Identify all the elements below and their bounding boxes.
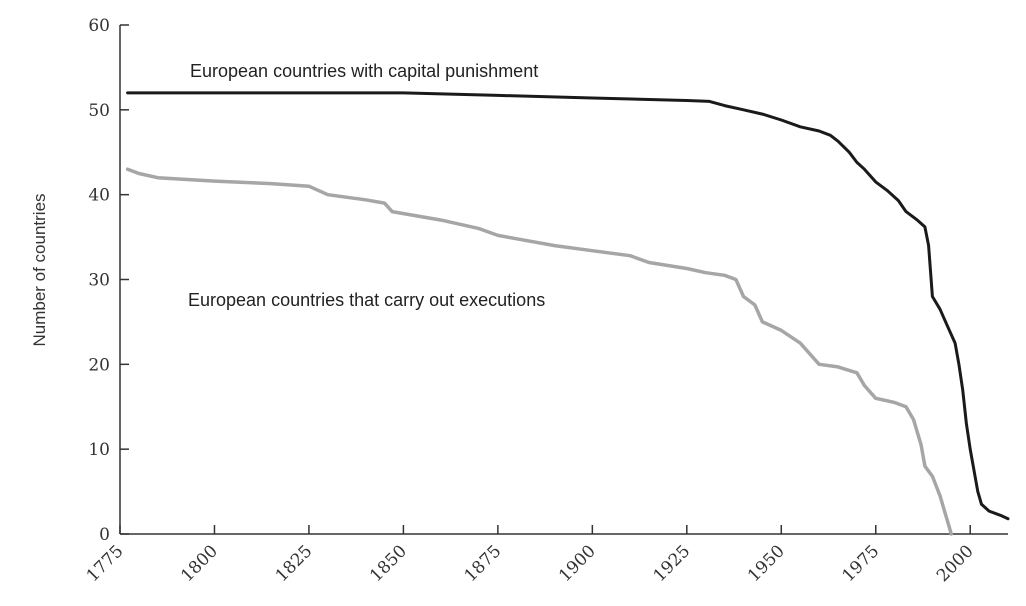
- x-tick-label: 1775: [83, 541, 128, 586]
- x-tick-label: 2000: [933, 541, 978, 586]
- series-label-executions: European countries that carry out execut…: [188, 290, 545, 310]
- y-tick-label: 30: [88, 271, 110, 291]
- series-lines: [125, 91, 1010, 536]
- y-tick-label: 0: [99, 525, 110, 545]
- x-axis: 1775 1800 1825 1850 1875 1900 1925 1950 1975 2000: [83, 525, 1008, 586]
- y-tick-label: 10: [88, 440, 110, 460]
- x-tick-label: 1975: [839, 541, 884, 586]
- x-tick-label: 1825: [272, 541, 317, 586]
- y-tick-label: 40: [88, 186, 110, 206]
- y-axis: 0 10 20 30 40 50 60: [88, 16, 129, 545]
- series-line-executions: [125, 167, 954, 536]
- series-line-capital-punishment: [126, 91, 1010, 521]
- y-tick-label: 60: [88, 16, 110, 36]
- x-tick-label: 1900: [555, 541, 600, 586]
- y-axis-label: Number of countries: [30, 193, 49, 346]
- y-tick-label: 20: [88, 355, 110, 375]
- series-label-capital-punishment: European countries with capital punishme…: [190, 61, 538, 81]
- y-tick-label: 50: [88, 101, 110, 121]
- x-tick-label: 1875: [461, 541, 506, 586]
- x-tick-label: 1800: [177, 541, 222, 586]
- x-tick-label: 1925: [650, 541, 695, 586]
- x-tick-label: 1850: [366, 541, 411, 586]
- x-tick-label: 1950: [744, 541, 789, 586]
